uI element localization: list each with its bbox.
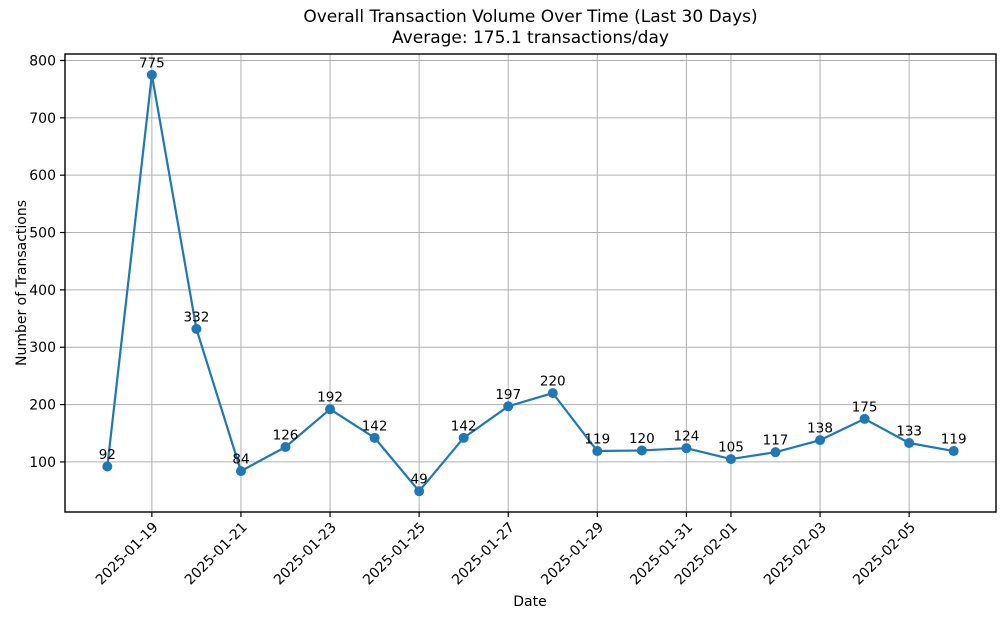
data-point-marker xyxy=(547,388,558,399)
y-tick-label: 700 xyxy=(29,111,56,127)
x-tick-label: 2025-02-03 xyxy=(761,520,830,589)
x-axis-label: Date xyxy=(513,594,547,610)
data-point-label: 142 xyxy=(451,418,477,434)
data-point-marker xyxy=(414,486,425,497)
x-tick-label: 2025-02-05 xyxy=(850,520,919,589)
data-point-label: 332 xyxy=(184,309,210,325)
data-point-marker xyxy=(681,443,692,454)
data-point-marker xyxy=(859,413,870,424)
data-point-label: 192 xyxy=(317,390,343,406)
data-point-marker xyxy=(146,69,157,80)
data-point-marker xyxy=(948,446,959,457)
data-point-marker xyxy=(280,442,291,453)
y-tick-label: 100 xyxy=(29,455,56,471)
data-point-label: 105 xyxy=(718,440,744,456)
data-point-marker xyxy=(636,445,647,456)
x-tick-label: 2025-01-19 xyxy=(93,520,162,589)
data-point-marker xyxy=(770,447,781,458)
data-point-marker xyxy=(458,432,469,443)
y-tick-label: 300 xyxy=(29,340,56,356)
y-tick-label: 800 xyxy=(29,53,56,69)
y-tick-label: 400 xyxy=(29,283,56,299)
y-tick-label: 500 xyxy=(29,226,56,242)
data-point-label: 84 xyxy=(232,452,249,468)
data-point-marker xyxy=(102,461,113,472)
data-point-label: 133 xyxy=(896,424,922,440)
data-point-label: 117 xyxy=(763,433,789,449)
data-point-marker xyxy=(815,435,826,446)
data-point-marker xyxy=(325,404,336,415)
data-point-label: 124 xyxy=(674,429,700,445)
x-tick-label: 2025-01-21 xyxy=(182,520,251,589)
data-point-label: 119 xyxy=(584,432,610,448)
data-point-label: 119 xyxy=(941,432,967,448)
x-tick-label: 2025-01-29 xyxy=(538,520,607,589)
data-point-marker xyxy=(725,454,736,465)
data-point-marker xyxy=(369,432,380,443)
data-point-label: 220 xyxy=(540,374,566,390)
x-tick-label: 2025-01-23 xyxy=(271,520,340,589)
data-point-label: 775 xyxy=(139,55,165,71)
chart-title: Overall Transaction Volume Over Time (La… xyxy=(303,7,758,27)
chart-title-block: Overall Transaction Volume Over Time (La… xyxy=(65,7,996,49)
data-point-label: 138 xyxy=(807,421,833,437)
y-axis-label: Number of Transactions xyxy=(14,199,30,367)
data-point-label: 197 xyxy=(495,387,521,403)
y-tick-label: 600 xyxy=(29,168,56,184)
data-point-marker xyxy=(904,438,915,449)
x-tick-label: 2025-01-27 xyxy=(449,520,518,589)
data-point-label: 120 xyxy=(629,431,655,447)
y-tick-label: 200 xyxy=(29,398,56,414)
data-point-label: 49 xyxy=(411,472,428,488)
data-point-marker xyxy=(191,323,202,334)
data-point-label: 175 xyxy=(852,399,878,415)
data-point-label: 142 xyxy=(362,418,388,434)
plot-border xyxy=(64,53,997,513)
data-point-label: 92 xyxy=(99,447,116,463)
data-point-marker xyxy=(503,401,514,412)
data-point-label: 126 xyxy=(273,428,299,444)
data-point-marker xyxy=(592,446,603,457)
chart-subtitle: Average: 175.1 transactions/day xyxy=(392,28,669,48)
x-tick-label: 2025-01-25 xyxy=(360,520,429,589)
data-series-line xyxy=(106,73,955,493)
data-point-marker xyxy=(235,466,246,477)
